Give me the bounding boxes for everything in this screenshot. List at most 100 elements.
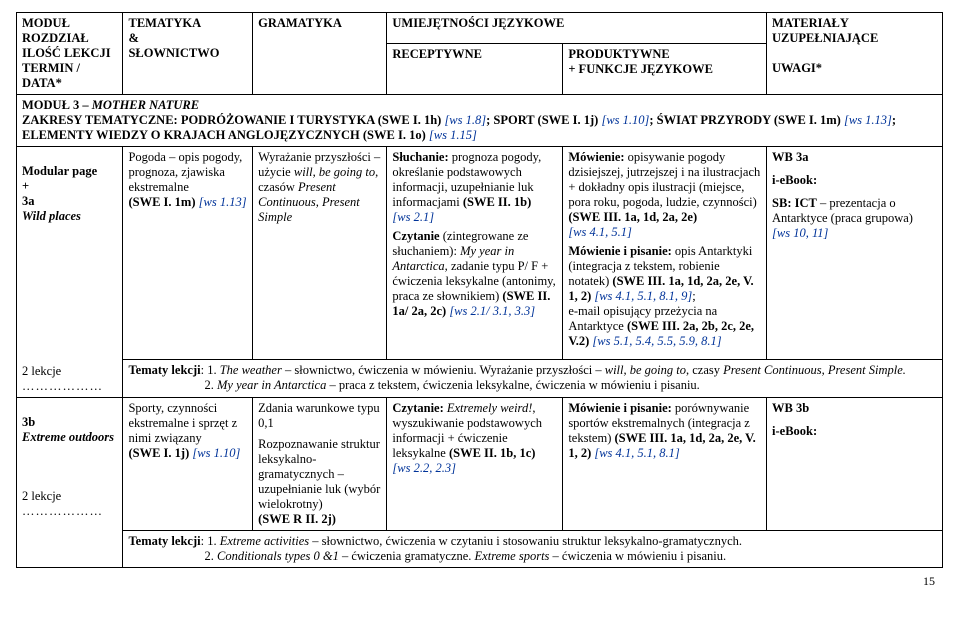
r1-lt1: : 1. bbox=[201, 363, 220, 377]
unit-3b-topic: Sporty, czynności ekstremalne i sprzęt z… bbox=[123, 398, 253, 531]
r1-lt5: – praca z tekstem, ćwiczenia leksykalne,… bbox=[326, 378, 699, 392]
r2-lb: Tematy lekcji bbox=[128, 534, 200, 548]
scope-sep-2: ; ŚWIAT PRZYRODY (SWE I. 1m) bbox=[649, 113, 844, 127]
unit-3b-materials: WB 3b i-eBook: bbox=[767, 398, 943, 531]
scope-sep-3: ; bbox=[892, 113, 896, 127]
hdr-receptive: RECEPTYWNE bbox=[387, 43, 563, 94]
module-banner: MODUŁ 3 – MOTHER NATURE ZAKRESY TEMATYCZ… bbox=[17, 95, 943, 147]
page-number: 15 bbox=[16, 574, 943, 589]
r1-c4b-b3: Mówienie i pisanie: bbox=[568, 244, 671, 258]
unit-3a-productive: Mówienie: opisywanie pogody dzisiejszej,… bbox=[563, 147, 767, 360]
r2-c4b-b1: Mówienie i pisanie: bbox=[568, 401, 671, 415]
hdr-productive: PRODUKTYWNE + FUNKCJE JĘZYKOWE bbox=[563, 43, 767, 94]
module-prefix: MODUŁ 3 – bbox=[22, 98, 92, 112]
r2-c3c: (SWE R II. 2j) bbox=[258, 512, 381, 527]
unit-3a-materials: WB 3a i-eBook: SB: ICT – prezentacja o A… bbox=[767, 147, 943, 360]
r1-c1c: 3a bbox=[22, 194, 117, 209]
unit-3a-lessons-row: Tematy lekcji: 1. The weather – słownict… bbox=[17, 359, 943, 397]
r1-c4b-b2: (SWE III. 1a, 1d, 2a, 2e) bbox=[568, 210, 697, 224]
r1-c4a-ref1: [ws 2.1] bbox=[392, 210, 557, 225]
r2-c1a: 3b bbox=[22, 415, 117, 430]
unit-3a-topic: Pogoda – opis pogody, prognoza, zjawiska… bbox=[123, 147, 253, 360]
unit-3a-receptive: Słuchanie: prognoza pogody, określanie p… bbox=[387, 147, 563, 360]
r1-lt3: , czasy bbox=[686, 363, 723, 377]
r1-c4b-ref2: [ws 4.1, 5.1, 8.1, 9] bbox=[594, 289, 692, 303]
r1-c1b: + bbox=[22, 179, 117, 194]
r1-c2ref: [ws 1.13] bbox=[199, 195, 247, 209]
hdr-materials-text: MATERIAŁY UZUPEŁNIAJĄCE UWAGI* bbox=[772, 16, 878, 75]
unit-3b-grammar: Zdania warunkowe typu 0,1 Rozpoznawanie … bbox=[253, 398, 387, 531]
r2-c2a: Sporty, czynności ekstremalne i sprzęt z… bbox=[128, 401, 237, 445]
scope-sep-1: ; SPORT (SWE I. 1j) bbox=[486, 113, 601, 127]
r1-c1a: Modular page bbox=[22, 164, 117, 179]
r1-c2a: Pogoda – opis pogody, prognoza, zjawiska… bbox=[128, 150, 242, 194]
syllabus-table: MODUŁ ROZDZIAŁ ILOŚĆ LEKCJI TERMIN / DAT… bbox=[16, 12, 943, 568]
hdr-topic: TEMATYKA & SŁOWNICTWO bbox=[123, 13, 253, 95]
r2-c4a-b1: Czytanie: bbox=[392, 401, 443, 415]
hdr-module: MODUŁ ROZDZIAŁ ILOŚĆ LEKCJI TERMIN / DAT… bbox=[17, 13, 123, 95]
r1-c5ref: [ws 10, 11] bbox=[772, 226, 937, 241]
unit-3a-id: Modular page + 3a Wild places 2 lekcje …… bbox=[17, 147, 123, 398]
r1-c4a-ref2: [ws 2.1/ 3.1, 3.3] bbox=[449, 304, 535, 318]
r2-c5a: WB 3b bbox=[772, 401, 937, 416]
r1-c4b-ref3: [ws 5.1, 5.4, 5.5, 5.9, 8.1] bbox=[592, 334, 721, 348]
unit-3b-receptive: Czytanie: Extremely weird!, wyszukiwanie… bbox=[387, 398, 563, 531]
scope-1: ZAKRESY TEMATYCZNE: PODRÓŻOWANIE I TURYS… bbox=[22, 113, 444, 127]
r1-li4: My year in Antarctica bbox=[217, 378, 326, 392]
r2-lt2: – słownictwo, ćwiczenia w czytaniu i sto… bbox=[309, 534, 742, 548]
unit-3b-id: 3b Extreme outdoors 2 lekcje ……………… bbox=[17, 398, 123, 568]
scope-ref-1: [ws 1.8] bbox=[444, 113, 486, 127]
r2-c5b: i-eBook: bbox=[772, 424, 937, 439]
r2-lt5: – ćwiczenia w mówieniu i pisaniu. bbox=[549, 549, 726, 563]
r1-li2: will, be going to bbox=[605, 363, 686, 377]
r1-c2b: (SWE I. 1m) bbox=[128, 195, 198, 209]
r2-c4a-ref1: [ws 2.2, 2.3] bbox=[392, 461, 557, 476]
hdr-grammar-text: GRAMATYKA bbox=[258, 16, 342, 30]
r1-lt4: 2. bbox=[204, 378, 217, 392]
r1-c4a-b2: (SWE II. 1b) bbox=[463, 195, 531, 209]
module-title: MOTHER NATURE bbox=[92, 98, 199, 112]
unit-3b-lessons: Tematy lekcji: 1. Extreme activities – s… bbox=[123, 531, 943, 568]
r1-c4b-b1: Mówienie: bbox=[568, 150, 624, 164]
scope-ref-2: [ws 1.10] bbox=[601, 113, 649, 127]
unit-3a-row: Modular page + 3a Wild places 2 lekcje …… bbox=[17, 147, 943, 360]
r2-li2: Conditionals types 0 &1 bbox=[217, 549, 339, 563]
r1-c5a: WB 3a bbox=[772, 150, 937, 165]
r1-c1e: 2 lekcje bbox=[22, 364, 117, 379]
hdr-receptive-text: RECEPTYWNE bbox=[392, 47, 482, 61]
hdr-productive-text: PRODUKTYWNE + FUNKCJE JĘZYKOWE bbox=[568, 47, 713, 76]
scope-ref-4: [ws 1.15] bbox=[429, 128, 477, 142]
r1-li3: Present Continuous, Present Simple. bbox=[723, 363, 906, 377]
scope-2: ELEMENTY WIEDZY O KRAJACH ANGLOJĘZYCZNYC… bbox=[22, 128, 429, 142]
r2-c4b-ref1: [ws 4.1, 5.1, 8.1] bbox=[594, 446, 679, 460]
r1-lb: Tematy lekcji bbox=[128, 363, 200, 377]
r1-c3i: will, be going to bbox=[294, 165, 375, 179]
r1-c5b: i-eBook: bbox=[772, 173, 937, 188]
r2-li3: Extreme sports bbox=[475, 549, 550, 563]
r2-c3b: Rozpoznawanie struktur leksykalno-gramat… bbox=[258, 437, 381, 512]
r2-li1: Extreme activities bbox=[220, 534, 309, 548]
header-row-1: MODUŁ ROZDZIAŁ ILOŚĆ LEKCJI TERMIN / DAT… bbox=[17, 13, 943, 44]
r1-li1: The weather bbox=[220, 363, 282, 377]
r1-c1f: ……………… bbox=[22, 379, 117, 394]
module-banner-row: MODUŁ 3 – MOTHER NATURE ZAKRESY TEMATYCZ… bbox=[17, 95, 943, 147]
r1-c1d: Wild places bbox=[22, 209, 117, 224]
hdr-grammar: GRAMATYKA bbox=[253, 13, 387, 95]
hdr-materials: MATERIAŁY UZUPEŁNIAJĄCE UWAGI* bbox=[767, 13, 943, 95]
r2-c1b: Extreme outdoors bbox=[22, 430, 117, 445]
unit-3b-productive: Mówienie i pisanie: porównywanie sportów… bbox=[563, 398, 767, 531]
r2-lt1: : 1. bbox=[201, 534, 220, 548]
r1-c5c: SB: ICT bbox=[772, 196, 817, 210]
r2-c2ref: [ws 1.10] bbox=[192, 446, 240, 460]
r1-c4a-b3: Czytanie bbox=[392, 229, 439, 243]
hdr-module-text: MODUŁ ROZDZIAŁ ILOŚĆ LEKCJI TERMIN / DAT… bbox=[22, 16, 111, 90]
hdr-skills: UMIEJĘTNOŚCI JĘZYKOWE bbox=[387, 13, 767, 44]
r2-c1d: ……………… bbox=[22, 504, 117, 519]
r2-c3a: Zdania warunkowe typu 0,1 bbox=[258, 401, 381, 431]
r2-lt3: 2. bbox=[204, 549, 217, 563]
unit-3b-row: 3b Extreme outdoors 2 lekcje ……………… Spor… bbox=[17, 398, 943, 531]
r1-lt2: – słownictwo, ćwiczenia w mówieniu. Wyra… bbox=[282, 363, 605, 377]
r2-lt4: – ćwiczenia gramatyczne. bbox=[339, 549, 475, 563]
unit-3a-grammar: Wyrażanie przyszłości – użycie will, be … bbox=[253, 147, 387, 360]
r2-c4a-b2: (SWE II. 1b, 1c) bbox=[449, 446, 535, 460]
